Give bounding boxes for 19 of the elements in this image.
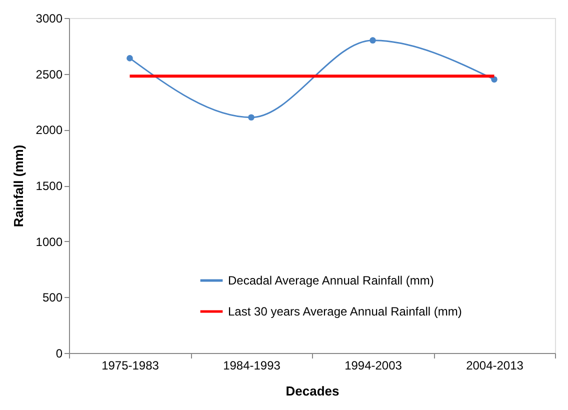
y-tick-label: 500 [42, 290, 63, 305]
legend-label: Last 30 years Average Annual Rainfall (mm) [228, 304, 462, 318]
y-tick-label: 3000 [36, 12, 63, 26]
y-tick-label: 1500 [36, 179, 63, 193]
x-axis-title: Decades [286, 384, 340, 398]
y-tick-label: 2000 [36, 123, 63, 138]
x-tick-label: 1975-1983 [102, 358, 160, 372]
y-axis-title: Rainfall (mm) [10, 144, 26, 228]
x-tick-label: 1984-1993 [223, 358, 281, 372]
x-tick-label: 1994-2003 [344, 358, 402, 372]
y-tick-label: 0 [56, 346, 63, 360]
point [370, 37, 376, 44]
legend-label: Decadal Average Annual Rainfall (mm) [228, 274, 434, 288]
y-tick-label: 2500 [36, 67, 63, 82]
y-tick-label: 1000 [36, 234, 63, 249]
x-tick-label: 2004-2013 [466, 358, 524, 372]
point [248, 114, 254, 121]
point [491, 76, 498, 83]
point [126, 55, 133, 62]
